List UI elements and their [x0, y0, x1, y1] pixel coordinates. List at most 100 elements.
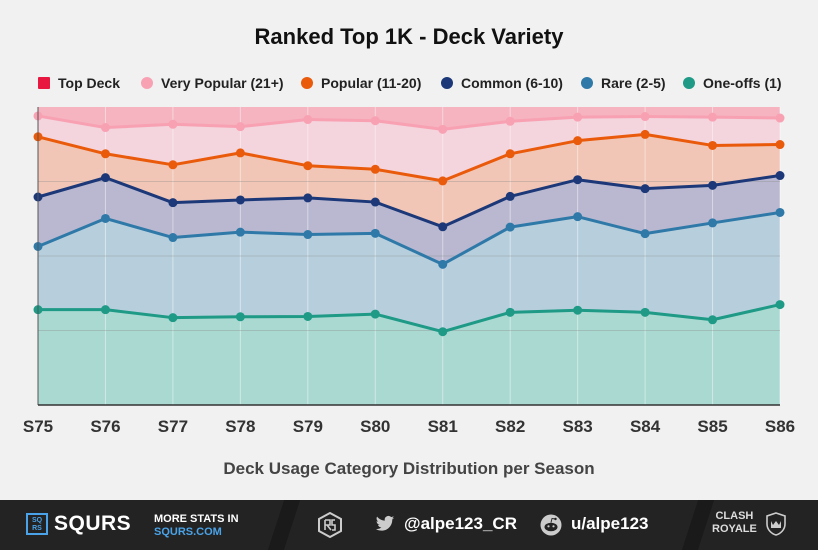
point-rare-2-5 — [438, 259, 448, 269]
point-common-6-10 — [100, 173, 110, 183]
point-one-offs-1 — [573, 305, 583, 315]
footer-divider — [681, 500, 715, 550]
legend-marker — [683, 77, 695, 89]
point-popular-11-20 — [640, 129, 650, 139]
point-common-6-10 — [708, 180, 718, 190]
point-rare-2-5 — [640, 229, 650, 239]
chart-plot: S75 S76 S77 S78 S79 S80 S81 S82 S83 S84 S85 S86 — [23, 107, 795, 436]
area-one-offs-1 — [38, 304, 780, 405]
footer-divider — [267, 500, 301, 550]
legend: Top Deck Very Popular (21+) Popular (11-20… — [0, 73, 818, 93]
legend-label: Very Popular (21+) — [161, 75, 284, 91]
point-one-offs-1 — [505, 307, 515, 317]
point-very-popular-21 — [505, 116, 515, 126]
point-rare-2-5 — [505, 222, 515, 232]
legend-marker — [38, 77, 50, 89]
point-common-6-10 — [775, 171, 785, 181]
point-rare-2-5 — [370, 228, 380, 238]
x-tick-label: S81 — [428, 417, 458, 436]
point-very-popular-21 — [100, 123, 110, 133]
x-tick-label: S84 — [630, 417, 661, 436]
game-logo: CLASH ROYALE — [712, 510, 757, 536]
point-common-6-10 — [573, 175, 583, 185]
point-very-popular-21 — [303, 115, 313, 125]
x-tick-label: S79 — [293, 417, 323, 436]
point-very-popular-21 — [168, 119, 178, 129]
legend-label: Popular (11-20) — [321, 75, 422, 91]
point-one-offs-1 — [303, 311, 313, 321]
legend-marker — [581, 77, 593, 89]
point-popular-11-20 — [438, 176, 448, 186]
point-one-offs-1 — [100, 305, 110, 315]
more-stats-link[interactable]: SQURS.COM — [154, 526, 222, 538]
more-stats-line1: MORE STATS IN — [154, 513, 239, 525]
brand-logo: SQ RS — [26, 513, 48, 535]
point-very-popular-21 — [370, 116, 380, 126]
x-tick-label: S80 — [360, 417, 390, 436]
x-tick-label: S76 — [90, 417, 120, 436]
point-one-offs-1 — [640, 307, 650, 317]
point-common-6-10 — [235, 195, 245, 205]
point-rare-2-5 — [235, 227, 245, 237]
point-popular-11-20 — [235, 148, 245, 158]
legend-label: Top Deck — [58, 75, 120, 91]
line-one-offs-1 — [38, 303, 781, 334]
point-rare-2-5 — [775, 207, 785, 217]
game-logo-line1: CLASH — [715, 510, 754, 522]
point-common-6-10 — [438, 222, 448, 232]
line-very-popular-21 — [37, 114, 781, 131]
point-one-offs-1 — [708, 315, 718, 325]
point-one-offs-1 — [438, 327, 448, 337]
shield-icon — [766, 512, 786, 536]
rs-icon — [318, 512, 342, 538]
point-popular-11-20 — [303, 161, 313, 171]
game-logo-line2: ROYALE — [712, 523, 757, 535]
point-very-popular-21 — [438, 124, 448, 134]
brand-name: SQURS — [54, 512, 132, 535]
point-popular-11-20 — [370, 164, 380, 174]
x-tick-label: S75 — [23, 417, 53, 436]
footer: SQ RS SQURS MORE STATS IN SQURS.COM @alp… — [0, 500, 818, 550]
x-tick-label: S77 — [158, 417, 188, 436]
point-rare-2-5 — [708, 218, 718, 228]
point-one-offs-1 — [235, 312, 245, 322]
legend-marker — [441, 77, 453, 89]
legend-label: Common (6-10) — [461, 75, 563, 91]
twitter-handle[interactable]: @alpe123_CR — [404, 514, 517, 533]
point-popular-11-20 — [168, 160, 178, 170]
x-tick-label: S86 — [765, 417, 795, 436]
point-very-popular-21 — [235, 122, 245, 132]
point-common-6-10 — [303, 193, 313, 203]
x-tick-label: S83 — [563, 417, 593, 436]
point-common-6-10 — [370, 197, 380, 207]
x-tick-label: S82 — [495, 417, 525, 436]
reddit-handle[interactable]: u/alpe123 — [571, 514, 649, 533]
point-very-popular-21 — [640, 112, 650, 122]
point-common-6-10 — [505, 191, 515, 201]
x-axis-label: Deck Usage Category Distribution per Sea… — [223, 459, 595, 478]
point-common-6-10 — [640, 184, 650, 194]
legend-label: One-offs (1) — [703, 75, 782, 91]
point-popular-11-20 — [100, 149, 110, 159]
point-common-6-10 — [168, 198, 178, 208]
point-popular-11-20 — [708, 140, 718, 150]
x-tick-label: S85 — [697, 417, 727, 436]
point-popular-11-20 — [573, 136, 583, 146]
line-common-6-10 — [37, 174, 781, 229]
point-rare-2-5 — [303, 230, 313, 240]
legend-marker — [301, 77, 313, 89]
x-tick-label: S78 — [225, 417, 255, 436]
line-popular-11-20 — [37, 132, 781, 183]
point-very-popular-21 — [775, 113, 785, 123]
point-one-offs-1 — [370, 309, 380, 319]
line-rare-2-5 — [37, 211, 781, 266]
point-popular-11-20 — [775, 140, 785, 150]
more-stats-text[interactable]: MORE STATS IN SQURS.COM — [154, 513, 239, 539]
point-rare-2-5 — [168, 233, 178, 243]
point-rare-2-5 — [573, 212, 583, 222]
point-rare-2-5 — [100, 213, 110, 223]
reddit-icon[interactable] — [540, 514, 562, 536]
twitter-icon[interactable] — [375, 515, 395, 533]
legend-label: Rare (2-5) — [601, 75, 666, 91]
point-very-popular-21 — [573, 112, 583, 122]
